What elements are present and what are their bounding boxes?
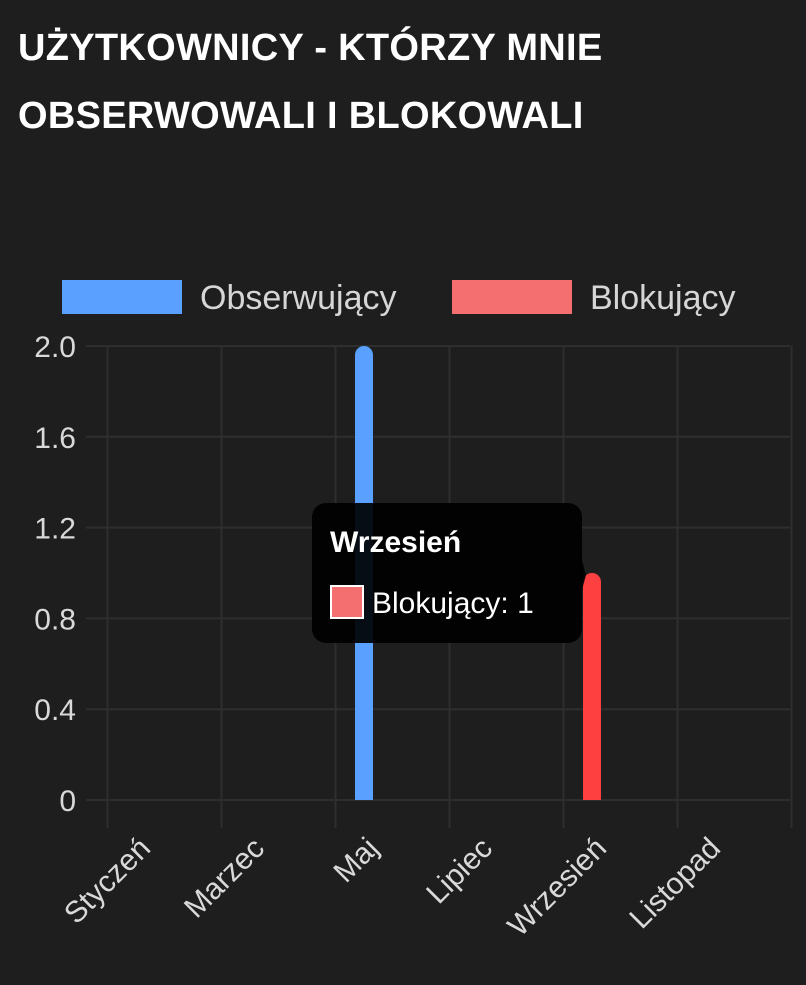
x-tick-label: Marzec <box>178 832 271 925</box>
page-title: UŻYTKOWNICY - KTÓRZY MNIE OBSERWOWALI I … <box>18 14 778 150</box>
y-tick-label: 1.6 <box>34 422 76 455</box>
tooltip-swatch <box>330 585 364 619</box>
y-axis: 0 0.4 0.8 1.2 1.6 2.0 <box>34 331 76 818</box>
tooltip-title: Wrzesień <box>330 526 461 559</box>
legend-item[interactable]: Blokujący <box>452 279 736 317</box>
legend-swatch <box>452 280 572 314</box>
bar-blokujący-wrzesień[interactable] <box>583 573 601 800</box>
x-tick-label: Styczeń <box>58 832 157 931</box>
x-tick-label: Maj <box>327 832 385 890</box>
title-line-1: UŻYTKOWNICY - KTÓRZY MNIE <box>18 27 603 69</box>
title-line-2: OBSERWOWALI I BLOKOWALI <box>18 95 584 137</box>
y-tick-label: 0.4 <box>34 694 76 727</box>
tooltip-caret <box>580 553 586 597</box>
y-tick-label: 2.0 <box>34 331 76 364</box>
legend[interactable]: Obserwujący Blokujący <box>62 279 736 317</box>
y-tick-label: 0.8 <box>34 603 76 636</box>
y-tick-label: 0 <box>59 785 76 818</box>
legend-label: Obserwujący <box>200 279 397 317</box>
x-tick-label: Wrzesień <box>502 832 613 943</box>
x-tick-label: Listopad <box>623 832 727 936</box>
x-axis: Styczeń Marzec Maj Lipiec Wrzesień Listopad <box>58 832 727 943</box>
legend-label: Blokujący <box>590 279 736 317</box>
tooltip-box: Wrzesień Blokujący: 1 <box>312 503 586 643</box>
x-tick-label: Lipiec <box>420 832 499 911</box>
tooltip-label: Blokujący: 1 <box>372 587 534 620</box>
legend-swatch <box>62 280 182 314</box>
tooltip-background <box>312 503 582 643</box>
legend-item[interactable]: Obserwujący <box>62 279 397 317</box>
y-tick-label: 1.2 <box>34 513 76 546</box>
tooltip: Wrzesień Blokujący: 1 <box>312 503 586 643</box>
